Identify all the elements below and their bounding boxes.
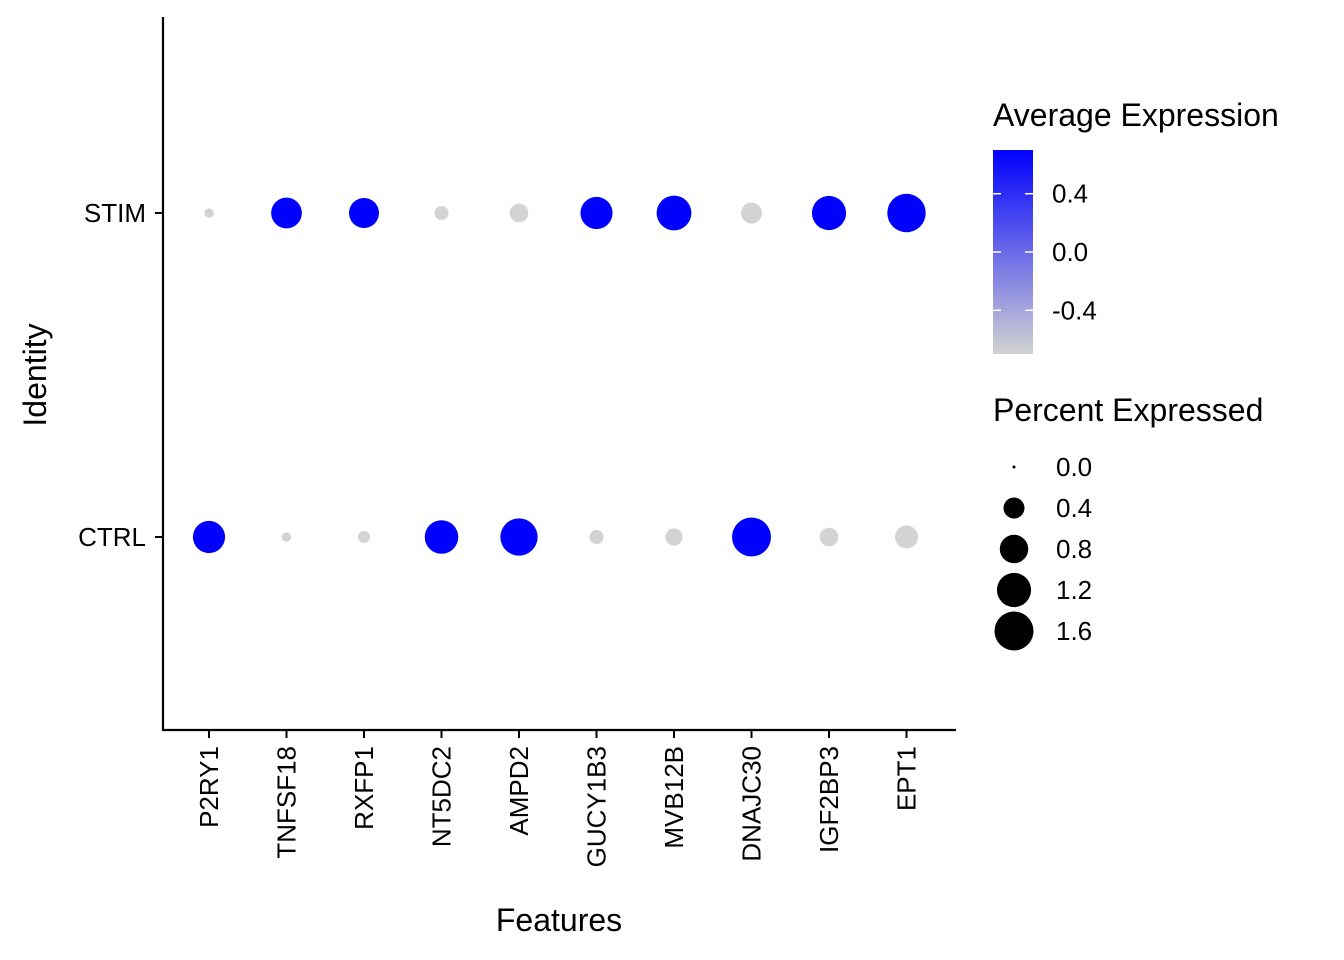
size-legend-label: 1.6	[1056, 616, 1092, 646]
dot-ctrl-ept1	[894, 525, 919, 549]
x-axis-ticks: P2RY1 TNFSF18 RXFP1 NT5DC2 AMPD2 GUCY1B3 MVB12…	[194, 730, 922, 867]
dot-stim-gucy1b3	[580, 196, 613, 230]
x-tick-label: AMPD2	[504, 746, 534, 836]
size-legend-dot	[1012, 465, 1016, 469]
x-tick-label: MVB12B	[659, 746, 689, 849]
dot-ctrl-rxfp1	[358, 531, 370, 543]
size-legend-dot	[999, 534, 1029, 564]
dot-ctrl-p2ry1	[192, 520, 226, 554]
dot-stim-igf2bp3	[811, 195, 847, 231]
size-legend-label: 1.2	[1056, 575, 1092, 605]
plot-area: CTRL STIM P2RY1 TNFSF18 RXFP1 NT5DC2 AMPD2 GUC…	[78, 17, 956, 867]
dot-stim-ept1	[887, 193, 926, 233]
x-tick-label: RXFP1	[349, 746, 379, 830]
color-legend: Average Expression 0.4 0.0 -0.4	[993, 97, 1279, 354]
dot-stim-tnfsf18	[271, 197, 302, 229]
color-tick-label: 0.4	[1052, 179, 1088, 209]
dot-stim-rxfp1	[349, 198, 379, 228]
x-tick-label: TNFSF18	[272, 746, 302, 859]
x-tick-label: P2RY1	[194, 746, 224, 828]
size-legend-label: 0.8	[1056, 534, 1092, 564]
dot-stim-mvb12b	[656, 195, 692, 231]
size-legend: Percent Expressed 0.0 0.4 0.8 1.2 1.6	[993, 392, 1263, 651]
x-tick-label: DNAJC30	[737, 746, 767, 862]
color-tick-label: 0.0	[1052, 237, 1088, 267]
size-legend-items: 0.0 0.4 0.8 1.2 1.6	[994, 452, 1092, 651]
dot-ctrl-tnfsf18	[281, 532, 292, 542]
size-legend-title: Percent Expressed	[993, 392, 1263, 428]
dot-stim-dnajc30	[741, 202, 762, 224]
y-axis-title: Identity	[17, 323, 53, 426]
size-legend-dot	[1003, 497, 1025, 519]
x-tick-label: EPT1	[892, 746, 922, 811]
x-tick-label: GUCY1B3	[582, 746, 612, 867]
x-tick-label: IGF2BP3	[814, 746, 844, 853]
color-legend-ticks: 0.4 0.0 -0.4	[993, 179, 1097, 325]
y-axis-ticks: CTRL STIM	[78, 198, 163, 552]
dot-ctrl-dnajc30	[732, 517, 771, 557]
size-legend-label: 0.4	[1056, 493, 1092, 523]
size-legend-dot	[994, 611, 1034, 651]
color-tick-label: -0.4	[1052, 295, 1097, 325]
data-points	[192, 193, 926, 557]
x-axis-title: Features	[496, 902, 622, 938]
dot-stim-p2ry1	[204, 208, 214, 218]
x-tick-label: NT5DC2	[427, 746, 457, 847]
y-tick-label: CTRL	[78, 522, 146, 552]
dot-stim-ampd2	[509, 203, 529, 223]
dot-ctrl-mvb12b	[665, 528, 683, 546]
dot-ctrl-nt5dc2	[424, 520, 459, 554]
dot-stim-nt5dc2	[434, 205, 449, 221]
dot-ctrl-gucy1b3	[589, 529, 604, 545]
size-legend-dot	[996, 572, 1032, 608]
color-legend-title: Average Expression	[993, 97, 1279, 133]
dot-ctrl-igf2bp3	[819, 527, 839, 547]
y-tick-label: STIM	[84, 198, 146, 228]
dot-ctrl-ampd2	[500, 518, 538, 556]
size-legend-label: 0.0	[1056, 452, 1092, 482]
